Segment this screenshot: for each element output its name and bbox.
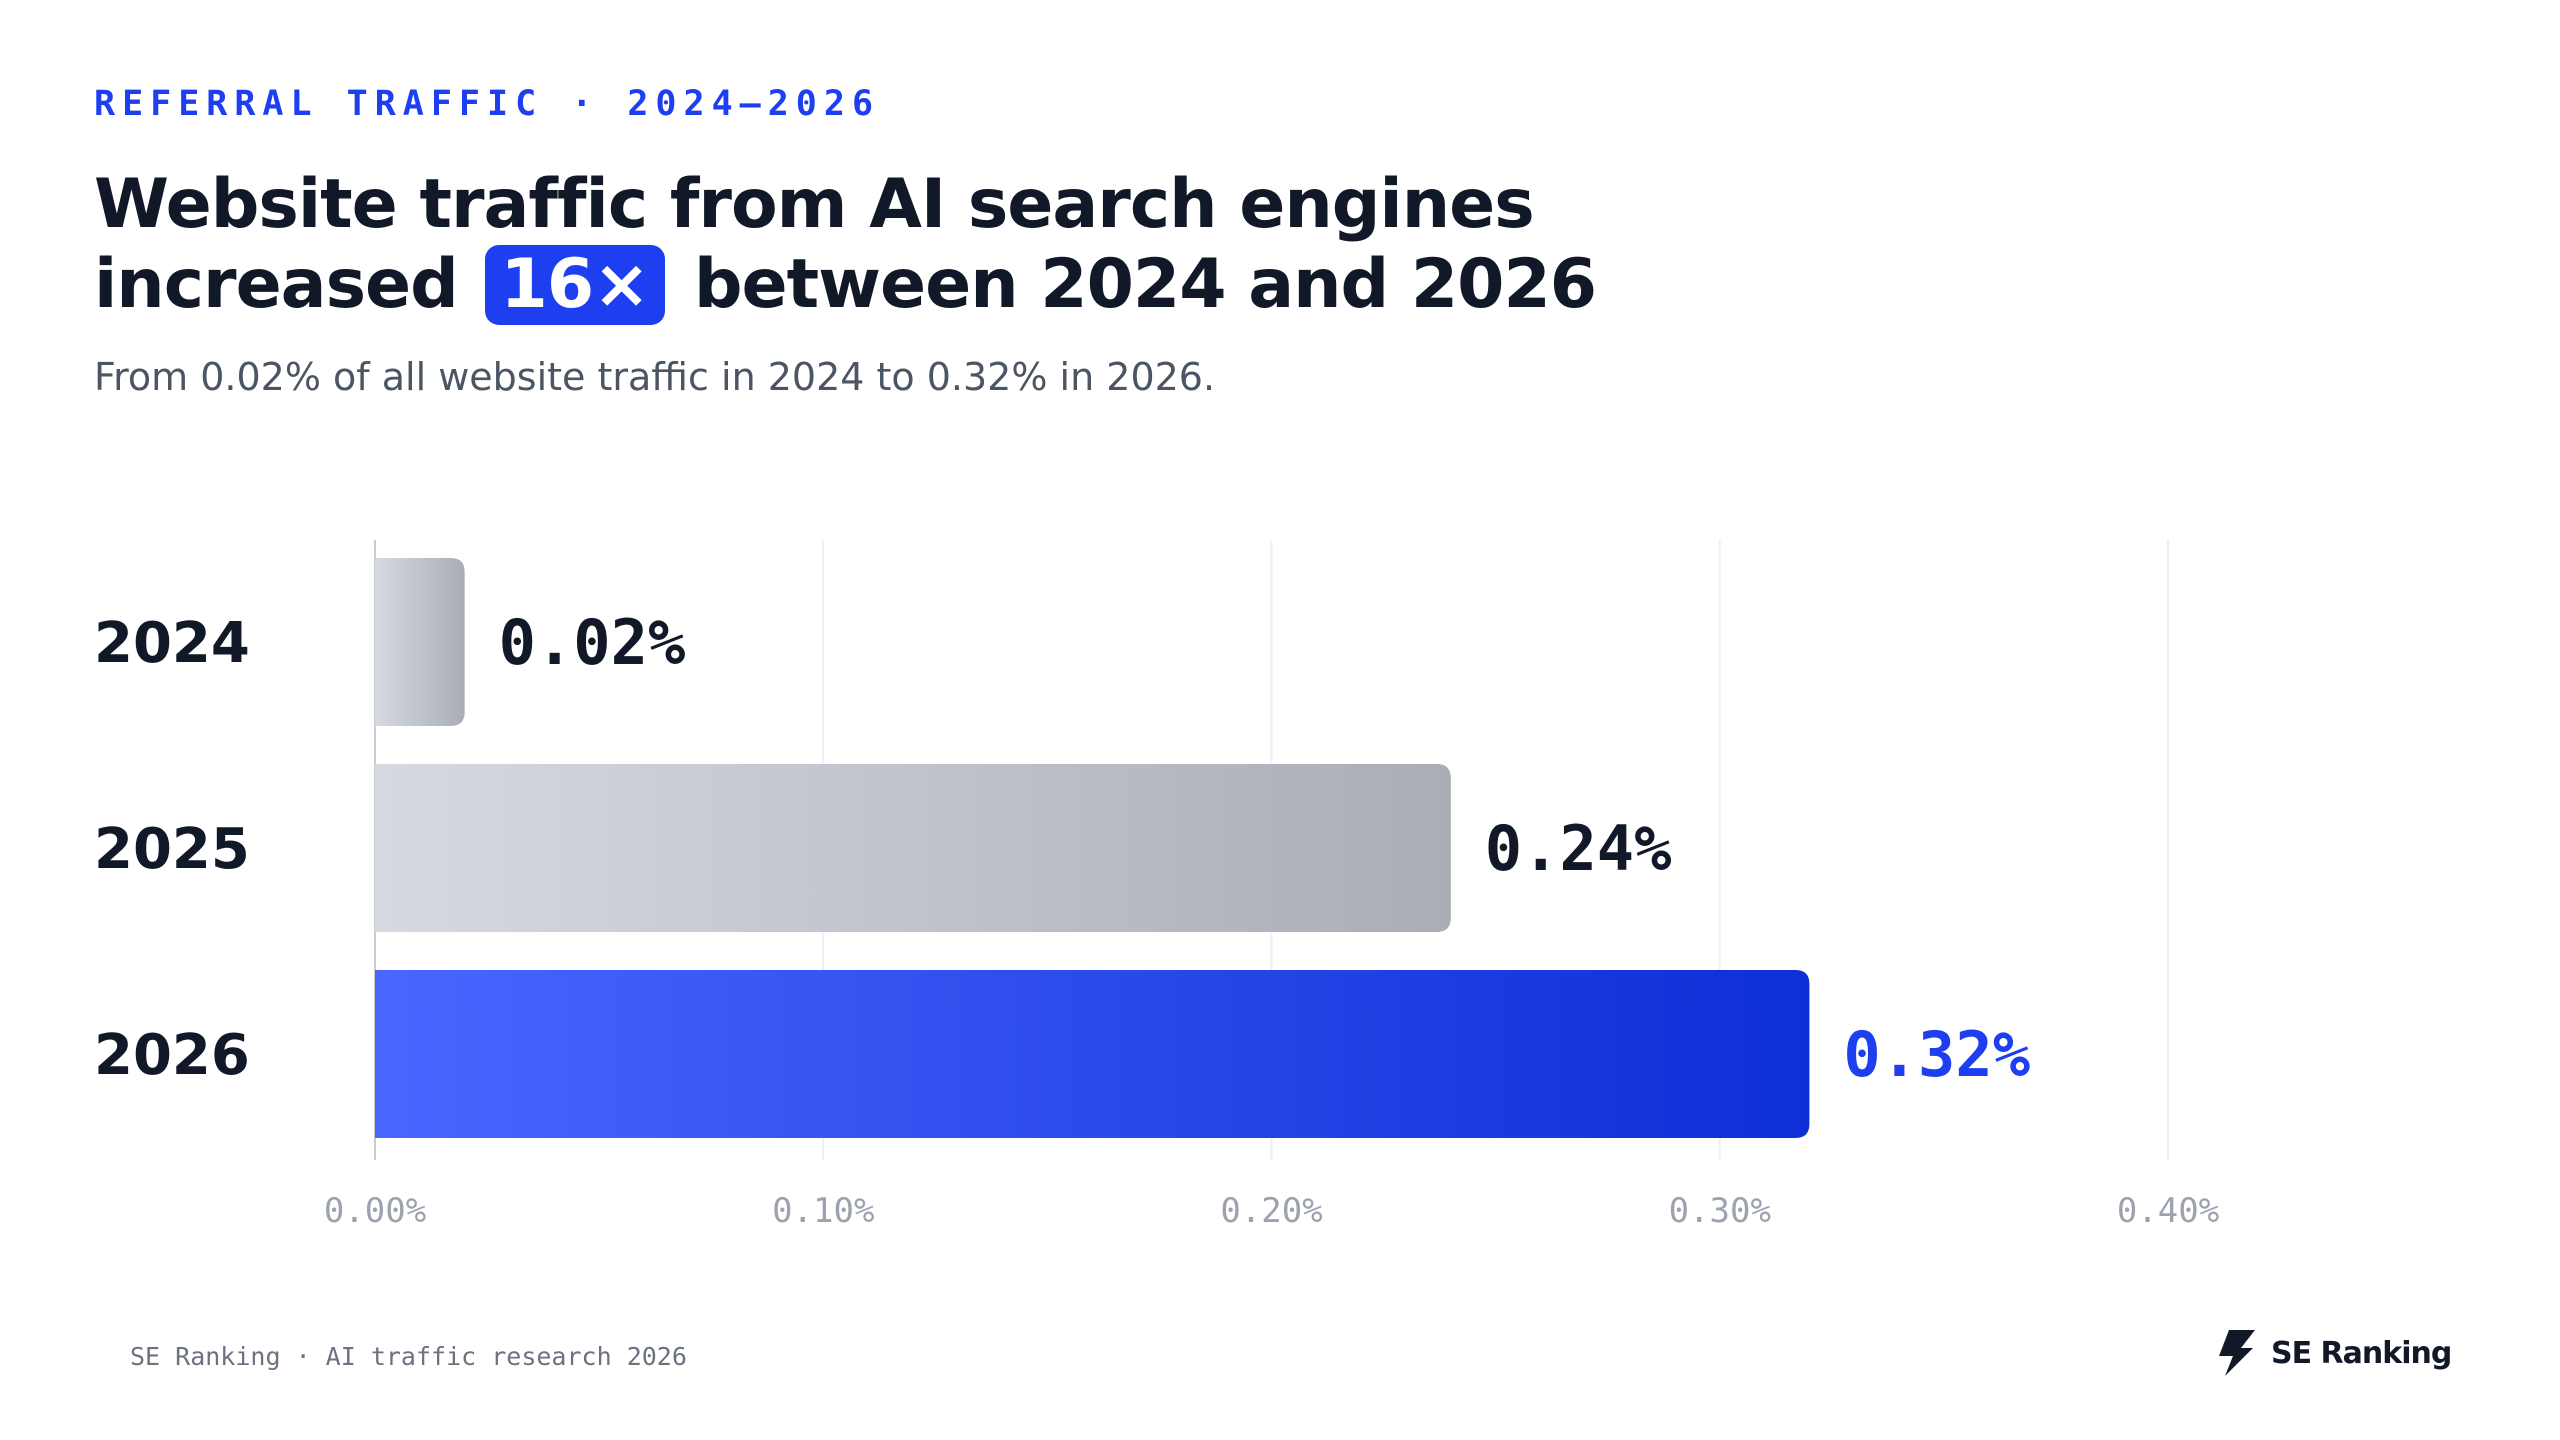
category-label-2026: 2026 [94,1023,250,1088]
headline-line-1: Website traffic from AI search engines [94,165,1535,244]
headline-line-2: increased 16× between 2024 and 2026 [94,245,1597,325]
headline: Website traffic from AI search engines i… [94,165,1597,325]
bar-2025 [375,764,1451,932]
brand-logo: SE Ranking [2215,1328,2452,1378]
labels: 0.00% 0.10% 0.20% 0.30% 0.40% 2024 0.02% 2025 0.… [94,606,2219,1231]
x-tick-label: 0.40% [2117,1191,2219,1231]
bar-2024 [375,558,465,726]
bar-chart: 0.00% 0.10% 0.20% 0.30% 0.40% 2024 0.02% 2025 0.… [94,540,2219,1231]
headline-after: between 2024 and 2026 [693,245,1597,324]
eyebrow-label: REFERRAL TRAFFIC · 2024–2026 [94,84,881,124]
bar-2026 [375,970,1810,1138]
value-label-2026: 0.32% [1843,1018,2030,1091]
value-label-2025: 0.24% [1485,812,1672,885]
x-tick-label: 0.20% [1220,1191,1322,1231]
category-label-2025: 2025 [94,817,250,882]
subtitle: From 0.02% of all website traffic in 202… [94,355,1216,399]
x-tick-label: 0.00% [324,1191,426,1231]
brand-name: SE Ranking [2271,1335,2452,1371]
category-label-2024: 2024 [94,611,250,676]
value-label-2024: 0.02% [499,606,686,679]
x-tick-label: 0.10% [772,1191,874,1231]
headline-before: increased [94,245,459,324]
x-tick-label: 0.30% [1669,1191,1771,1231]
se-ranking-bolt-icon [2219,1330,2255,1376]
footer-source-note: SE Ranking · AI traffic research 2026 [130,1342,687,1371]
bars [375,558,1810,1138]
headline-highlight-badge: 16× [484,245,666,325]
